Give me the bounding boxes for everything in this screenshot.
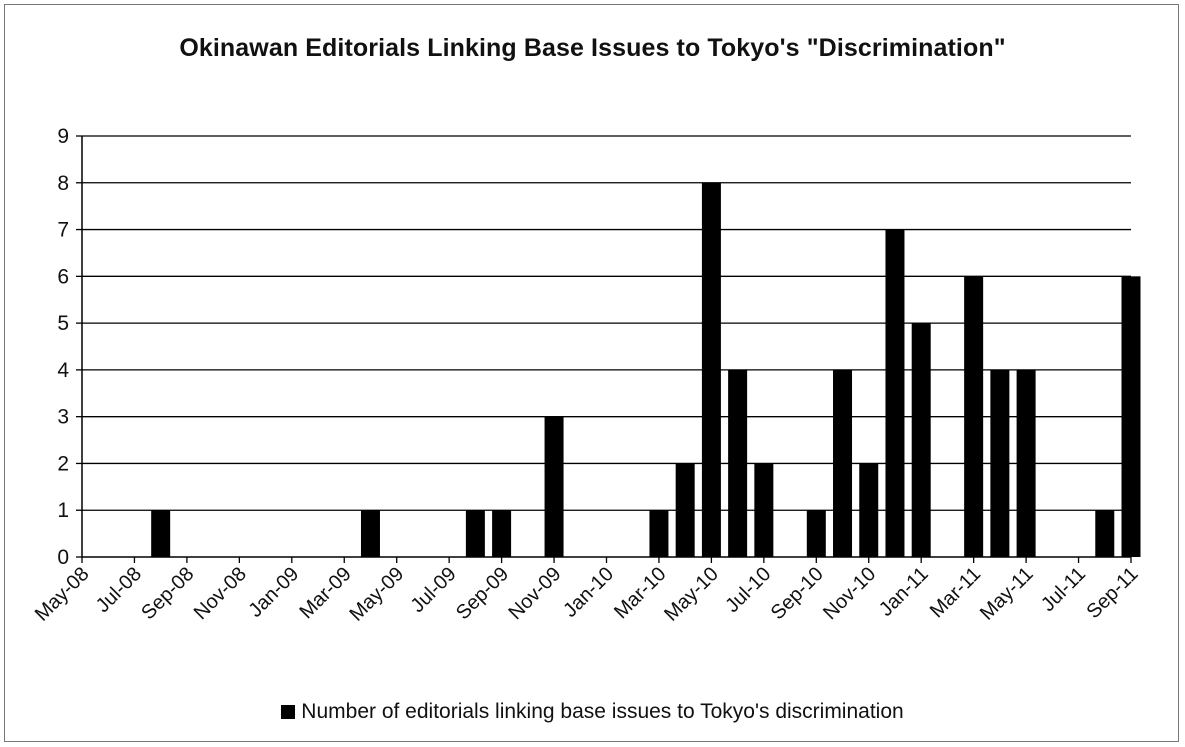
x-tick-label: May-10: [660, 563, 723, 626]
legend-swatch: [281, 705, 296, 719]
x-tick-label: May-08: [31, 563, 94, 626]
bar: [1121, 276, 1141, 557]
x-tick-label: Nov-10: [819, 563, 880, 624]
bar: [151, 510, 171, 557]
bar: [701, 182, 721, 557]
y-tick-label: 2: [57, 452, 69, 475]
x-tick-label: Mar-10: [610, 563, 670, 623]
x-tick-label: Mar-09: [295, 563, 355, 623]
bar: [859, 463, 879, 557]
y-tick-label: 9: [57, 125, 69, 148]
legend-label: Number of editorials linking base issues…: [301, 700, 904, 723]
bar: [1095, 510, 1115, 557]
y-tick-label: 3: [57, 406, 69, 429]
chart-legend: Number of editorials linking base issues…: [0, 700, 1185, 724]
bar: [885, 229, 905, 558]
x-tick-label: Sep-11: [1082, 563, 1142, 623]
bar: [754, 463, 774, 557]
x-tick-label: Jan-10: [559, 563, 618, 622]
chart-frame: [4, 4, 1179, 742]
bar: [1016, 369, 1036, 557]
y-tick-label: 8: [57, 172, 69, 195]
y-tick-label: 4: [57, 359, 69, 382]
bar: [465, 510, 485, 557]
x-tick-label: Nov-08: [190, 563, 251, 624]
bar: [360, 510, 380, 557]
x-tick-label: Sep-09: [452, 563, 513, 624]
y-tick-label: 7: [57, 219, 69, 242]
y-tick-label: 5: [57, 312, 69, 335]
x-tick-label: Jan-09: [245, 563, 304, 622]
bar: [806, 510, 826, 557]
bar: [964, 276, 984, 557]
x-tick-label: May-11: [976, 563, 1038, 625]
x-tick-label: Sep-08: [137, 563, 198, 624]
bar: [544, 416, 564, 557]
bar: [492, 510, 512, 557]
x-tick-label: Jan-11: [875, 563, 933, 621]
bar: [675, 463, 695, 557]
y-tick-label: 6: [57, 265, 69, 288]
bar: [728, 369, 748, 557]
y-tick-label: 1: [57, 499, 69, 522]
bar: [649, 510, 669, 557]
bar: [990, 369, 1010, 557]
bar: [833, 369, 853, 557]
x-tick-label: Mar-11: [926, 563, 985, 622]
x-tick-label: Nov-09: [504, 563, 565, 624]
chart-title: Okinawan Editorials Linking Base Issues …: [179, 34, 1006, 62]
x-tick-label: Sep-10: [767, 563, 828, 624]
bar: [911, 323, 931, 557]
x-tick-label: May-09: [346, 563, 409, 626]
y-tick-label: 0: [57, 546, 69, 569]
